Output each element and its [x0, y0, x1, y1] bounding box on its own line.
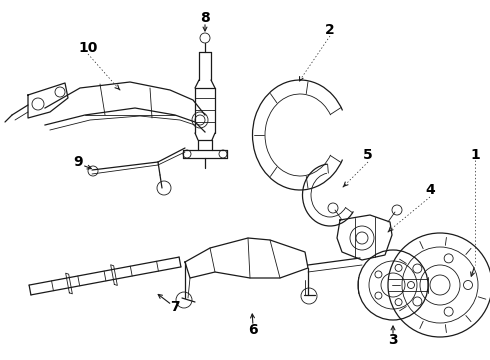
Text: 1: 1 — [470, 148, 480, 162]
Text: 7: 7 — [170, 300, 180, 314]
Text: 2: 2 — [325, 23, 335, 37]
Text: 3: 3 — [388, 333, 398, 347]
Text: 10: 10 — [78, 41, 98, 55]
Text: 5: 5 — [363, 148, 373, 162]
Text: 4: 4 — [425, 183, 435, 197]
Text: 9: 9 — [73, 155, 83, 169]
Text: 6: 6 — [248, 323, 258, 337]
Text: 8: 8 — [200, 11, 210, 25]
